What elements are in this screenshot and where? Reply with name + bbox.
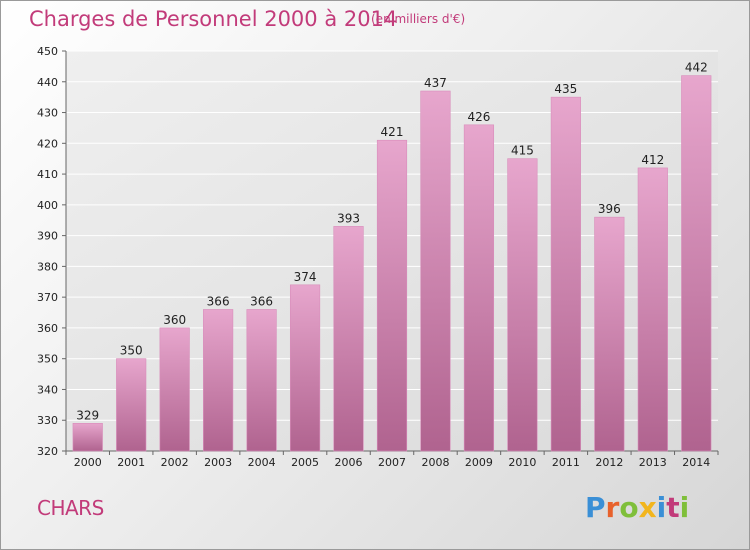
logo-letter: i xyxy=(679,491,690,524)
bar xyxy=(637,167,668,452)
y-tick-label: 320 xyxy=(37,445,58,458)
bar xyxy=(463,124,495,452)
logo-letter: t xyxy=(666,491,680,524)
x-tick-label: 2003 xyxy=(204,456,232,469)
x-tick-label: 2009 xyxy=(465,456,493,469)
bar-value-label: 442 xyxy=(685,61,708,75)
y-tick-label: 430 xyxy=(37,107,58,120)
x-tick-label: 2005 xyxy=(291,456,319,469)
bar xyxy=(246,309,277,452)
bar xyxy=(333,226,364,452)
bar xyxy=(376,139,408,452)
bar-value-label: 421 xyxy=(381,125,404,139)
bar xyxy=(420,90,451,452)
y-tick-label: 440 xyxy=(37,76,58,89)
bar xyxy=(507,158,538,452)
bar-value-label: 412 xyxy=(641,153,664,167)
bar-value-label: 360 xyxy=(163,313,186,327)
x-tick-label: 2014 xyxy=(682,456,710,469)
x-tick-label: 2013 xyxy=(639,456,667,469)
proxiti-logo: Proxiti xyxy=(585,491,689,524)
bar xyxy=(594,216,625,452)
x-tick-label: 2000 xyxy=(74,456,102,469)
bar xyxy=(203,309,234,452)
x-tick-label: 2004 xyxy=(248,456,276,469)
bar-value-label: 396 xyxy=(598,202,621,216)
bar-value-label: 393 xyxy=(337,211,360,225)
y-tick-label: 380 xyxy=(37,260,58,273)
bar-value-label: 415 xyxy=(511,144,534,158)
x-tick-label: 2011 xyxy=(552,456,580,469)
x-tick-label: 2006 xyxy=(335,456,363,469)
y-tick-label: 360 xyxy=(37,322,58,335)
commune-name: CHARS xyxy=(37,496,104,520)
y-tick-label: 420 xyxy=(37,137,58,150)
bar-value-label: 366 xyxy=(207,294,230,308)
y-tick-label: 370 xyxy=(37,291,58,304)
y-tick-label: 330 xyxy=(37,414,58,427)
bar-value-label: 426 xyxy=(467,110,490,124)
bar-value-label: 350 xyxy=(120,344,143,358)
logo-letter: x xyxy=(638,491,657,524)
bar-value-label: 435 xyxy=(554,82,577,96)
x-tick-label: 2010 xyxy=(508,456,536,469)
bar xyxy=(550,96,581,452)
chart-title: Charges de Personnel 2000 à 2014 xyxy=(29,7,398,31)
bar xyxy=(116,358,147,452)
bar-value-label: 366 xyxy=(250,294,273,308)
y-tick-label: 340 xyxy=(37,383,58,396)
x-tick-label: 2007 xyxy=(378,456,406,469)
bar-value-label: 437 xyxy=(424,76,447,90)
chart-unit: (en milliers d'€) xyxy=(371,12,466,26)
logo-letter: i xyxy=(656,491,667,524)
logo-letter: P xyxy=(585,491,606,524)
x-tick-label: 2012 xyxy=(595,456,623,469)
x-tick-label: 2002 xyxy=(161,456,189,469)
bar xyxy=(289,284,321,452)
bar-value-label: 329 xyxy=(76,408,99,422)
y-tick-label: 450 xyxy=(37,45,58,58)
logo-letter: o xyxy=(619,491,639,524)
bar-value-label: 374 xyxy=(294,270,317,284)
logo-letter: r xyxy=(605,491,620,524)
y-tick-label: 400 xyxy=(37,199,58,212)
bar xyxy=(681,75,712,452)
bar xyxy=(72,423,103,452)
y-tick-label: 350 xyxy=(37,353,58,366)
bar xyxy=(159,327,190,452)
y-tick-label: 390 xyxy=(37,230,58,243)
y-tick-label: 410 xyxy=(37,168,58,181)
x-tick-label: 2001 xyxy=(117,456,145,469)
x-tick-label: 2008 xyxy=(421,456,449,469)
